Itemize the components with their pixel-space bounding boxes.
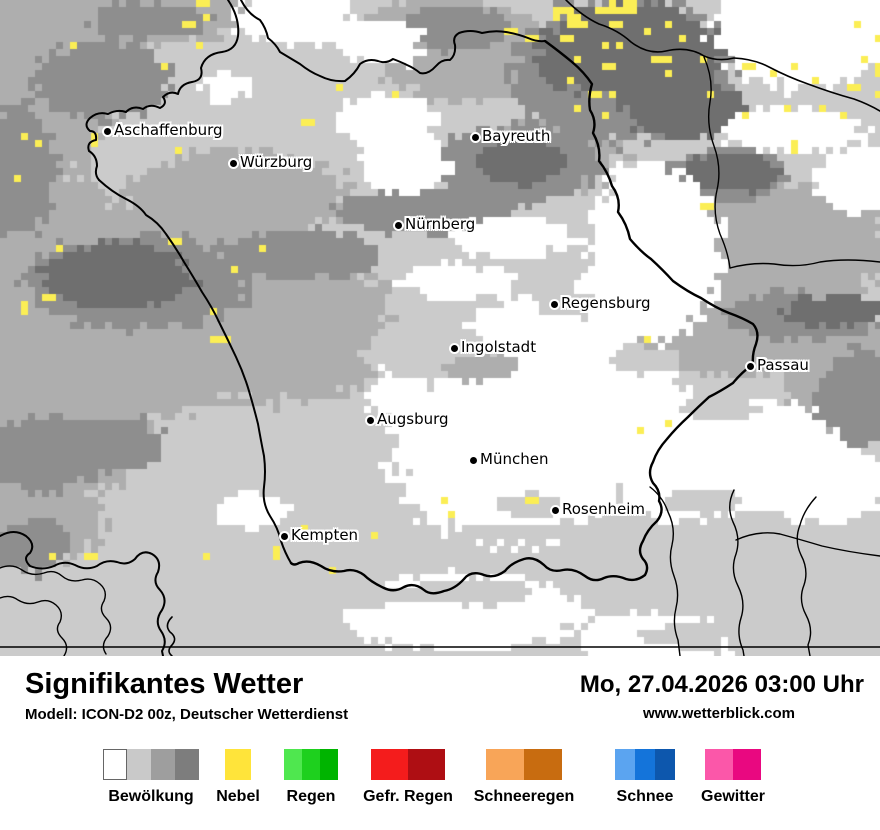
- legend-swatch: [655, 749, 675, 780]
- legend-label: Bewölkung: [108, 788, 194, 805]
- border-path: [735, 532, 880, 557]
- legend-swatch: [705, 749, 733, 780]
- city-marker-dot: [229, 159, 237, 167]
- legend-swatch-row: [486, 749, 562, 780]
- border-lines-layer: [0, 0, 880, 656]
- legend: Bewölkung Nebel Regen Gefr. Regen Schneerege…: [0, 749, 880, 829]
- border-path: [565, 0, 880, 112]
- city-marker-dot: [280, 532, 288, 540]
- legend-label: Schneeregen: [473, 788, 575, 805]
- legend-swatch: [524, 749, 562, 780]
- legend-item-schnee: Schnee: [615, 749, 675, 805]
- city-label: München: [480, 450, 549, 468]
- city-label: Aschaffenburg: [114, 121, 223, 139]
- website-label: www.wetterblick.com: [643, 705, 795, 722]
- city-marker-dot: [366, 416, 374, 424]
- city-label: Rosenheim: [562, 500, 645, 518]
- legend-label: Gewitter: [700, 788, 766, 805]
- border-path: [240, 0, 546, 83]
- legend-swatch: [615, 749, 635, 780]
- legend-swatch: [320, 749, 338, 780]
- legend-swatch-row: [284, 749, 338, 780]
- legend-swatch: [175, 749, 199, 780]
- legend-swatch-row: [225, 749, 251, 780]
- legend-swatch-row: [371, 749, 445, 780]
- city-marker-dot: [469, 456, 477, 464]
- legend-swatch: [733, 749, 761, 780]
- city-label: Bayreuth: [482, 127, 551, 145]
- border-path: [85, 0, 240, 181]
- legend-item-gewitter: Gewitter: [701, 749, 765, 805]
- legend-item-nebel: Nebel: [216, 749, 260, 805]
- city-marker-dot: [551, 506, 559, 514]
- legend-swatch: [302, 749, 320, 780]
- legend-swatch: [486, 749, 524, 780]
- city-marker-dot: [394, 221, 402, 229]
- legend-item-schneeregen: Schneeregen: [474, 749, 574, 805]
- border-path: [0, 531, 166, 656]
- legend-swatch-row: [103, 749, 199, 780]
- page-title: Signifikantes Wetter: [25, 668, 304, 700]
- city-label: Kempten: [291, 526, 359, 544]
- border-path: [649, 486, 681, 656]
- legend-swatch: [225, 749, 251, 780]
- city-label: Augsburg: [377, 410, 449, 428]
- legend-swatch: [127, 749, 151, 780]
- border-path: [729, 259, 880, 269]
- border-path: [796, 496, 817, 656]
- legend-swatch: [408, 749, 445, 780]
- legend-swatch: [103, 749, 127, 780]
- city-marker-dot: [550, 300, 558, 308]
- border-path: [98, 179, 292, 564]
- model-info: Modell: ICON-D2 00z, Deutscher Wetterdie…: [25, 706, 349, 723]
- city-label: Passau: [757, 356, 809, 374]
- city-marker-dot: [103, 127, 111, 135]
- weather-map: Aschaffenburg Würzburg Bayreuth Nürnberg Reg…: [0, 0, 880, 656]
- city-marker-dot: [746, 362, 754, 370]
- legend-swatch: [635, 749, 655, 780]
- legend-label: Schnee: [616, 788, 674, 805]
- city-label: Regensburg: [561, 294, 651, 312]
- border-path: [703, 56, 731, 269]
- legend-swatch: [371, 749, 408, 780]
- border-path: [289, 362, 755, 595]
- legend-item-bew-lkung: Bewölkung: [103, 749, 199, 805]
- city-label: Ingolstadt: [461, 338, 537, 356]
- legend-label: Nebel: [216, 788, 260, 805]
- legend-swatch: [151, 749, 175, 780]
- city-label: Würzburg: [240, 153, 313, 171]
- border-path: [729, 489, 745, 656]
- legend-item-regen: Regen: [284, 749, 338, 805]
- border-path: [543, 39, 759, 366]
- border-path: [0, 595, 68, 656]
- map-footer: Signifikantes Wetter Modell: ICON-D2 00z…: [0, 656, 880, 830]
- legend-item-gefr-regen: Gefr. Regen: [363, 749, 453, 805]
- city-marker-dot: [450, 344, 458, 352]
- legend-swatch-row: [615, 749, 675, 780]
- border-path: [166, 616, 176, 656]
- forecast-datetime: Mo, 27.04.2026 03:00 Uhr: [579, 671, 864, 698]
- legend-swatch-row: [705, 749, 761, 780]
- legend-swatch: [284, 749, 302, 780]
- city-label: Nürnberg: [405, 215, 476, 233]
- cloud-fog-layer: [0, 0, 880, 656]
- legend-label: Gefr. Regen: [363, 788, 453, 805]
- legend-label: Regen: [286, 788, 336, 805]
- city-marker-dot: [471, 133, 479, 141]
- border-path: [0, 565, 112, 655]
